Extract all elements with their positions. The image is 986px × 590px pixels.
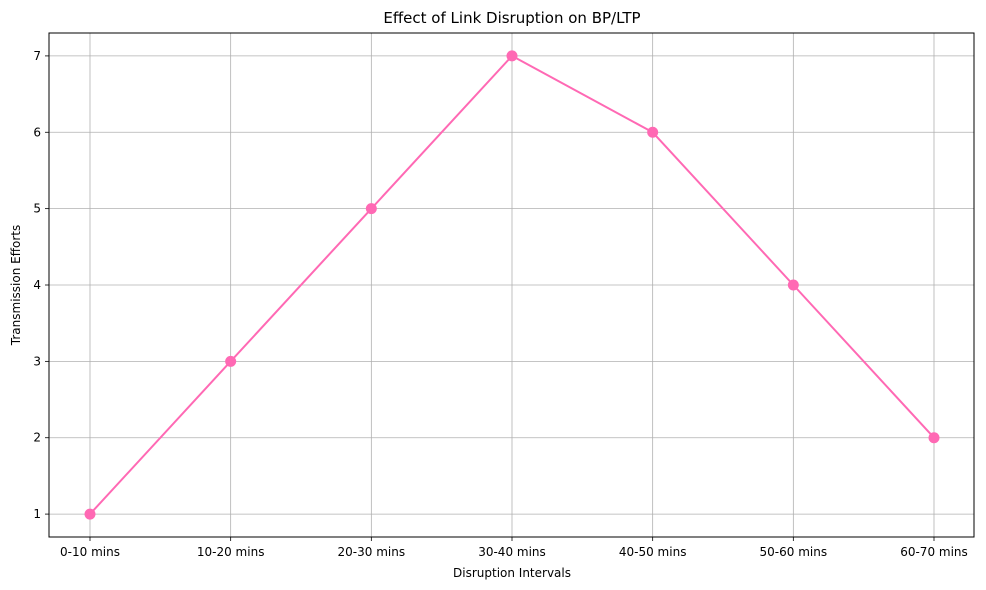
y-axis-label: Transmission Efforts — [9, 225, 23, 346]
x-axis-label: Disruption Intervals — [453, 566, 571, 580]
data-point — [506, 50, 518, 62]
chart-title: Effect of Link Disruption on BP/LTP — [383, 9, 640, 27]
data-markers — [84, 50, 940, 520]
grid — [49, 33, 974, 537]
x-tick-label: 30-40 mins — [478, 545, 546, 559]
data-point — [787, 279, 799, 291]
y-tick-label: 4 — [33, 278, 41, 292]
x-tick-label: 60-70 mins — [900, 545, 968, 559]
y-axis-ticks: 1 2 3 4 5 6 7 — [33, 49, 49, 521]
data-point — [225, 355, 237, 367]
x-tick-label: 50-60 mins — [760, 545, 828, 559]
data-point — [84, 508, 96, 520]
x-tick-label: 40-50 mins — [619, 545, 687, 559]
data-point — [647, 126, 659, 138]
data-point — [928, 432, 940, 444]
x-tick-label: 10-20 mins — [197, 545, 265, 559]
y-tick-label: 7 — [33, 49, 41, 63]
data-point — [365, 203, 377, 215]
y-tick-label: 2 — [33, 431, 41, 445]
y-tick-label: 6 — [33, 125, 41, 139]
y-tick-label: 1 — [33, 507, 41, 521]
y-tick-label: 3 — [33, 354, 41, 368]
x-tick-label: 20-30 mins — [338, 545, 406, 559]
x-axis-ticks: 0-10 mins 10-20 mins 20-30 mins 30-40 mins 4… — [60, 537, 968, 559]
x-tick-label: 0-10 mins — [60, 545, 120, 559]
y-tick-label: 5 — [33, 202, 41, 216]
